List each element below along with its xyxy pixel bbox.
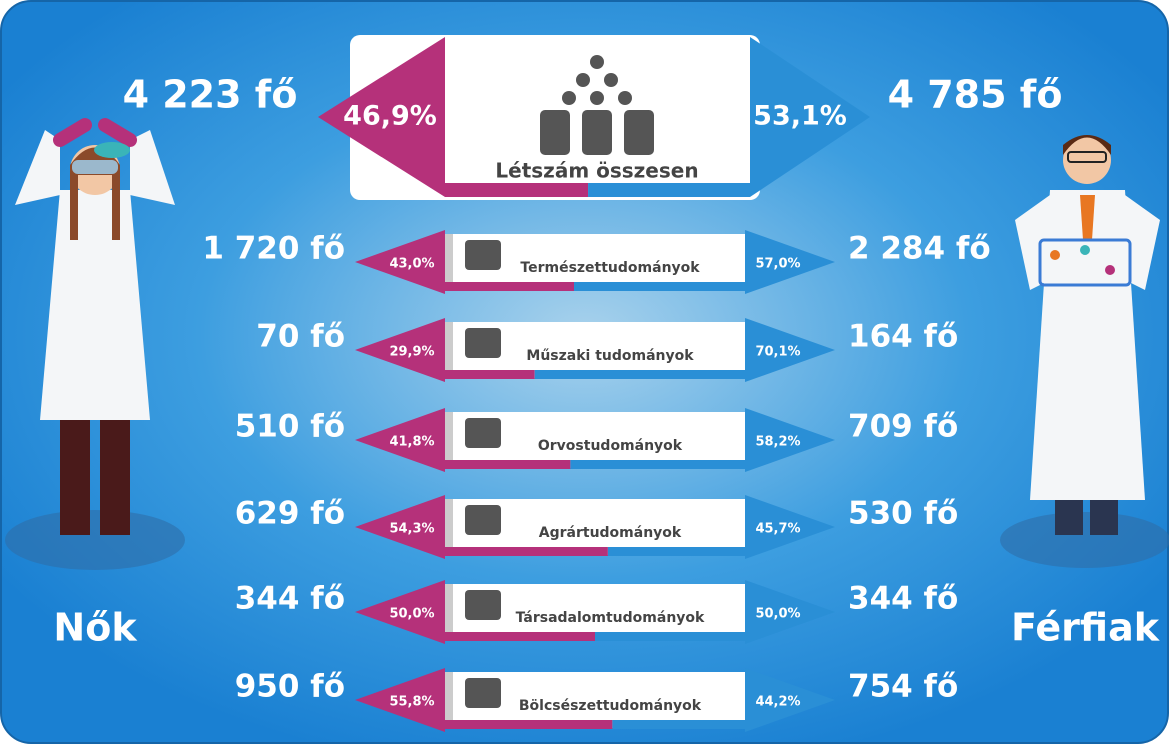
man-figure [1000,135,1169,568]
male-share-bar [534,370,745,379]
male-share-bar [574,282,745,291]
woman-figure [5,118,185,570]
male-count: 530 fő [848,496,958,532]
female-share-bar [445,632,595,641]
male-arrow [745,668,835,732]
row-title: Orvostudományok [538,438,683,454]
female-count: 344 fő [235,581,345,617]
male-count: 344 fő [848,581,958,617]
female-count: 950 fő [235,669,345,705]
female-share-bar [445,282,574,291]
male-arrow [745,495,835,559]
male-share-label: 50,0% [755,607,800,622]
male-arrow [745,318,835,382]
female-share-label: 41,8% [389,435,434,450]
female-arrow [355,230,445,294]
male-share-bar [588,183,750,197]
total-title: Létszám összesen [495,159,698,183]
female-share-bar [445,183,589,197]
row-icon [465,678,501,708]
women-label: Nők [53,606,137,650]
male-share-label: 57,0% [755,257,800,272]
female-share-label: 29,9% [389,345,434,360]
people-icon [540,55,654,155]
row-fold [445,499,453,555]
female-arrow [355,668,445,732]
female-share-label: 55,8% [389,695,434,710]
male-arrow [745,408,835,472]
female-share-bar [445,370,535,379]
female-count: 510 fő [235,409,345,445]
female-share-label: 54,3% [389,522,434,537]
male-count: 164 fő [848,319,958,355]
male-count: 2 284 fő [848,231,991,267]
male-share-bar [595,632,745,641]
row-title: Természettudományok [520,260,700,276]
female-count: 629 fő [235,496,345,532]
male-share-bar [607,547,745,556]
row-title: Agrártudományok [539,525,682,541]
female-share-bar [445,720,613,729]
row-icon [465,505,501,535]
female-arrow [355,495,445,559]
row-title: Bölcsészettudományok [519,698,702,714]
male-share-label: 45,7% [755,522,800,537]
male-count: 754 fő [848,669,958,705]
row-fold [445,412,453,468]
female-share-label: 46,9% [343,101,437,132]
female-count: 1 720 fő [202,231,345,267]
male-arrow [750,37,870,197]
row-fold [445,584,453,640]
row-title: Műszaki tudományok [526,348,694,364]
row-fold [445,672,453,728]
female-share-bar [445,547,608,556]
male-share-bar [612,720,745,729]
female-share-bar [445,460,571,469]
female-arrow [355,408,445,472]
male-arrow [745,230,835,294]
female-arrow [355,580,445,644]
male-share-bar [570,460,745,469]
men-count: 4 785 fő [888,73,1063,117]
male-share-label: 58,2% [755,435,800,450]
male-share-label: 53,1% [753,101,847,132]
row-icon [465,240,501,270]
male-arrow [745,580,835,644]
female-arrow [355,318,445,382]
row-fold [445,234,453,290]
female-share-label: 43,0% [389,257,434,272]
men-label: Férfiak [1011,606,1160,650]
female-count: 70 fő [256,319,345,355]
female-arrow [318,37,445,197]
women-count: 4 223 fő [123,73,298,117]
row-icon [465,418,501,448]
row-title: Társadalomtudományok [516,610,705,626]
row-fold [445,322,453,378]
female-share-label: 50,0% [389,607,434,622]
male-share-label: 70,1% [755,345,800,360]
male-count: 709 fő [848,409,958,445]
row-icon [465,328,501,358]
row-icon [465,590,501,620]
male-share-label: 44,2% [755,695,800,710]
